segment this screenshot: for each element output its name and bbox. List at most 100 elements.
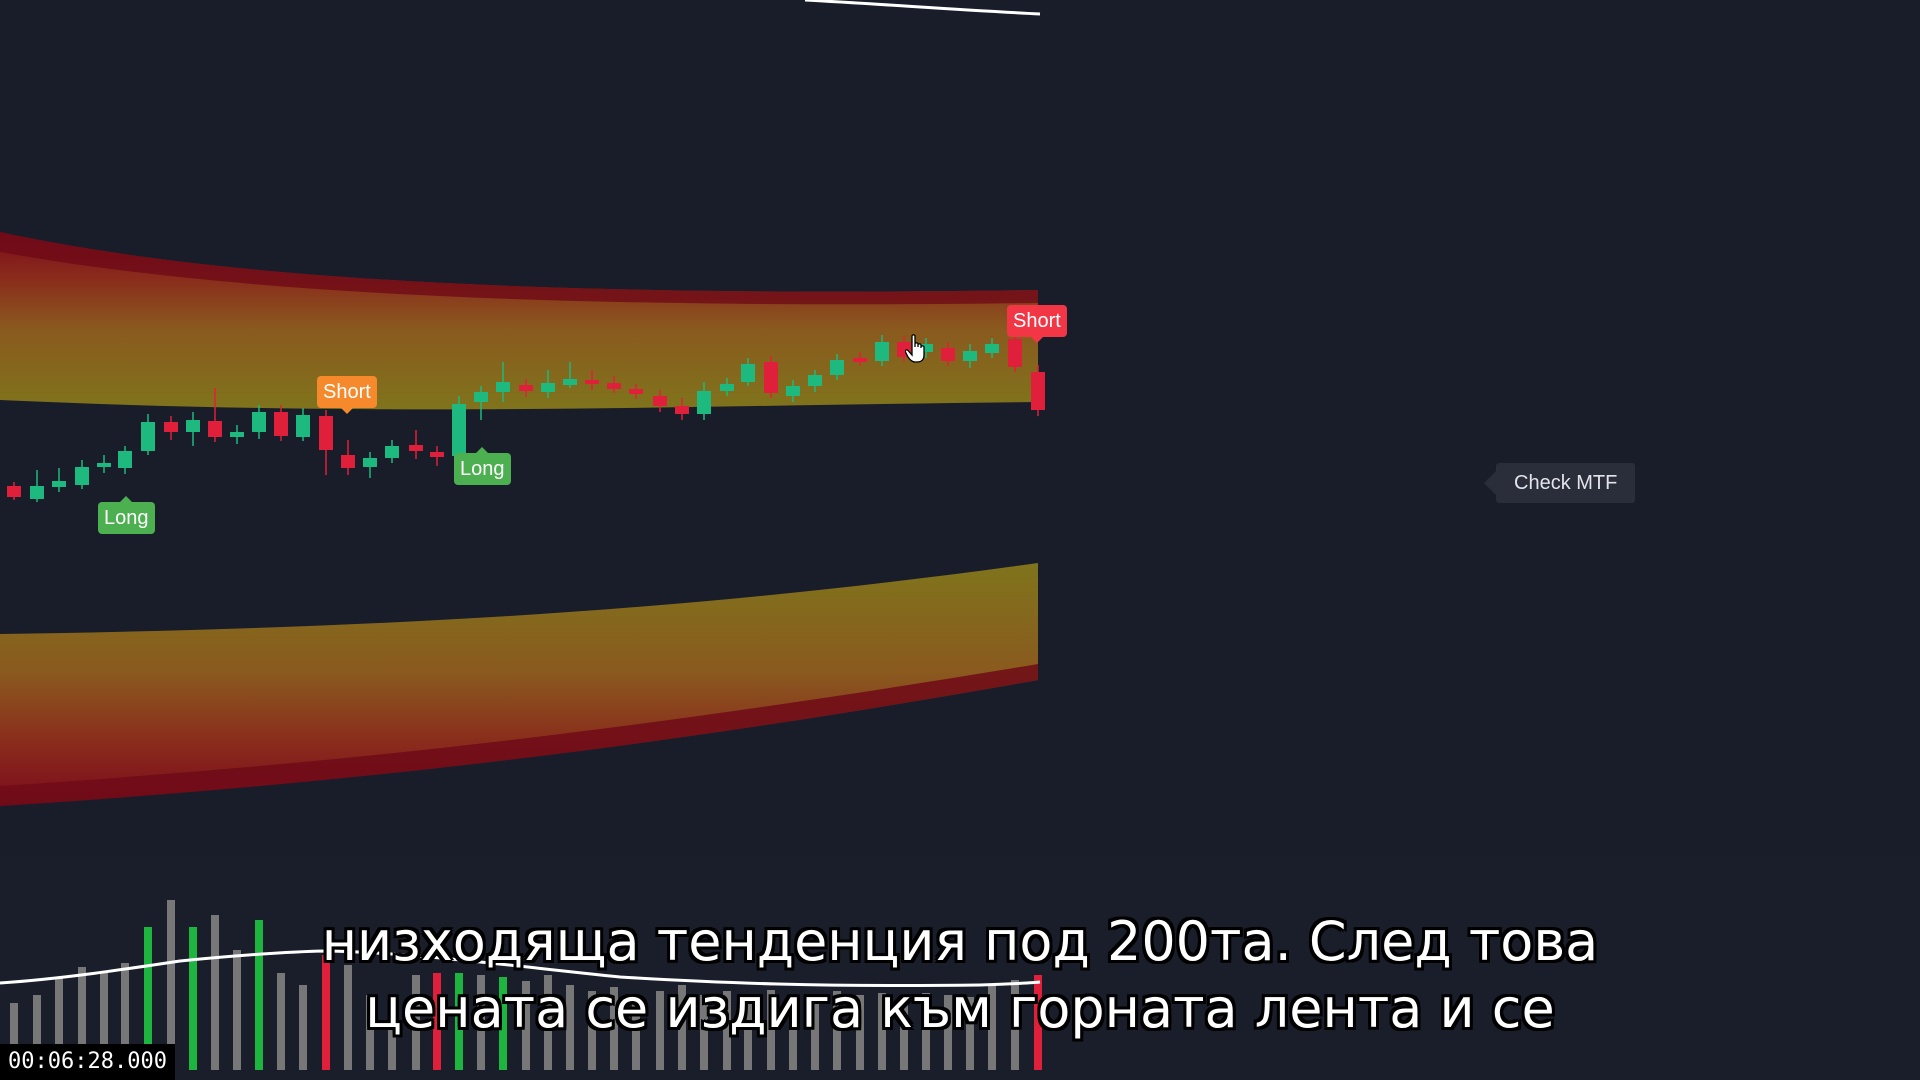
volume-moving-average xyxy=(0,949,1041,988)
volume-bar xyxy=(233,950,241,1070)
volume-bar xyxy=(144,927,152,1070)
volume-bar xyxy=(388,1005,396,1070)
price-chart[interactable] xyxy=(0,0,1920,855)
volume-bar xyxy=(78,967,86,1070)
volume-bar xyxy=(10,1003,18,1070)
volume-histogram xyxy=(0,900,1042,1070)
candle-body xyxy=(563,379,577,385)
candle-body xyxy=(853,358,867,362)
volume-bar xyxy=(433,973,441,1070)
candle-body xyxy=(519,385,533,391)
volume-bar xyxy=(522,981,530,1070)
volume-bar xyxy=(811,997,819,1070)
candle-body xyxy=(296,415,310,437)
candle-body xyxy=(1031,372,1045,410)
long-signal-label: Long xyxy=(98,496,155,534)
candle-body xyxy=(764,362,778,393)
volume-bar xyxy=(656,991,664,1070)
volume-bar xyxy=(344,965,352,1070)
check-mtf-tooltip: Check MTF xyxy=(1483,463,1636,503)
candle-body xyxy=(319,416,333,450)
candle-body xyxy=(697,391,711,414)
lower-band-edge xyxy=(0,664,1038,806)
candle-body xyxy=(409,445,423,451)
candle-body xyxy=(875,342,889,361)
volume-bar xyxy=(700,995,708,1070)
volume-bar xyxy=(100,973,108,1070)
upper-band-edge xyxy=(0,232,1038,305)
volume-bar xyxy=(189,927,197,1070)
candle-body xyxy=(164,422,178,432)
volume-bar xyxy=(723,991,731,1070)
volume-bar xyxy=(322,955,330,1070)
candle-body xyxy=(474,392,488,402)
candle-body xyxy=(585,380,599,384)
volume-bar xyxy=(900,995,908,1070)
candle-body xyxy=(363,458,377,467)
video-timestamp: 00:06:28.000 xyxy=(0,1044,175,1080)
candle-body xyxy=(75,467,89,485)
volume-bar xyxy=(878,993,886,1070)
volume-bar xyxy=(856,995,864,1070)
candle-body xyxy=(941,348,955,361)
candle-body xyxy=(653,396,667,406)
candle-body xyxy=(186,420,200,432)
candle-body xyxy=(629,389,643,394)
hand-pointer-icon xyxy=(905,334,925,363)
candle-body xyxy=(720,384,734,391)
volume-pane[interactable] xyxy=(0,855,1920,1080)
candle-body xyxy=(141,422,155,451)
subtitle-line-2: цената се издига към горната лента и се xyxy=(365,977,1555,1040)
candle-body xyxy=(430,452,444,457)
candle-body xyxy=(385,446,399,458)
volume-bar xyxy=(767,990,775,1070)
candle-body xyxy=(452,404,466,456)
candle-body xyxy=(97,463,111,467)
volume-bar xyxy=(544,975,552,1070)
volume-bar xyxy=(55,977,63,1070)
candle-body xyxy=(274,412,288,436)
price-chart-pane[interactable]: Long Short Long Short Check MTF xyxy=(0,0,1920,855)
candle-body xyxy=(496,382,510,392)
volume-bar xyxy=(588,991,596,1070)
volume-bar xyxy=(632,995,640,1070)
volume-bar xyxy=(566,985,574,1070)
candle-body xyxy=(7,486,21,497)
candle-body xyxy=(1008,339,1022,367)
volume-bar xyxy=(499,977,507,1070)
candlesticks xyxy=(7,332,1045,502)
candle-body xyxy=(675,406,689,414)
volume-bar xyxy=(167,900,175,1070)
volume-bar xyxy=(455,973,463,1070)
volume-bar xyxy=(988,985,996,1070)
volume-bar xyxy=(412,975,420,1070)
candle-body xyxy=(208,421,222,437)
candle-body xyxy=(230,432,244,437)
long-signal-label: Long xyxy=(454,447,511,485)
candle-body xyxy=(963,351,977,361)
candle-body xyxy=(741,364,755,382)
candle-body xyxy=(541,383,555,392)
candle-body xyxy=(830,360,844,375)
candle-body xyxy=(252,412,266,432)
volume-bar xyxy=(966,997,974,1070)
candle-body xyxy=(30,486,44,499)
volume-bar xyxy=(789,995,797,1070)
volume-bar xyxy=(255,920,263,1070)
volume-bar xyxy=(610,987,618,1070)
subtitle-line-1: низходяща тенденция под 200та. След това xyxy=(321,910,1599,973)
volume-bar xyxy=(678,985,686,1070)
volume-bar xyxy=(477,975,485,1070)
candle-body xyxy=(52,481,66,487)
candle-body xyxy=(808,375,822,386)
volume-bar xyxy=(922,993,930,1070)
lower-band xyxy=(0,563,1038,806)
volume-bar xyxy=(211,915,219,1070)
candle-body xyxy=(919,344,933,352)
volume-bar xyxy=(277,973,285,1070)
volume-bar xyxy=(944,995,952,1070)
volume-bar xyxy=(121,963,129,1070)
candle-body xyxy=(341,455,355,468)
candle-body xyxy=(985,344,999,353)
candle-body xyxy=(786,386,800,396)
